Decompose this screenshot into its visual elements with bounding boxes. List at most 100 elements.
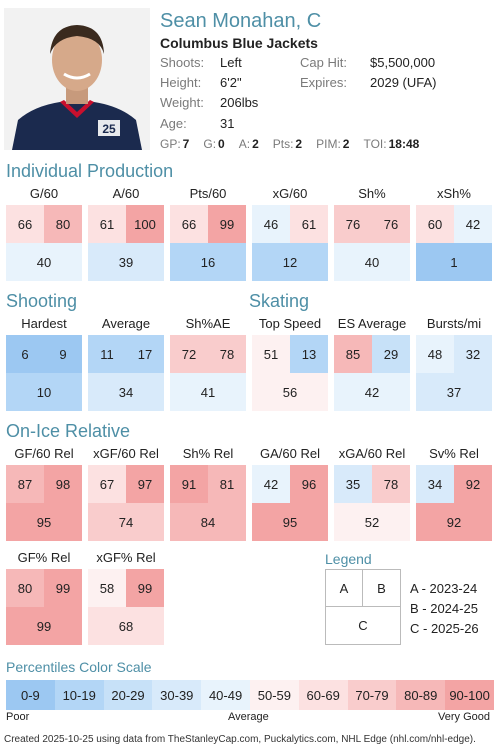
metric-cell-c: 56 <box>252 373 328 411</box>
metric-cell-a: 91 <box>170 465 208 503</box>
cap-hit-info: Cap Hit: <box>300 55 347 70</box>
metric-cell-c: 52 <box>334 503 410 541</box>
metric-cells: 35 78 52 <box>334 465 410 541</box>
scale-bin: 40-49 <box>201 680 250 710</box>
metric-cell-a: 35 <box>334 465 372 503</box>
metric-cells: 42 96 95 <box>252 465 328 541</box>
metric-cell-c: 68 <box>88 607 164 645</box>
season-stat-item: GP: 7 <box>160 137 189 151</box>
section-shooting: Shooting <box>6 291 78 311</box>
metric-cell-c: 95 <box>252 503 328 541</box>
metric-cells: 66 99 16 <box>170 205 246 281</box>
metric-cell-b: 76 <box>372 205 410 243</box>
metric-cells: 51 13 56 <box>252 335 328 411</box>
scale-average-label: Average <box>228 711 269 723</box>
metric-cell-a: 76 <box>334 205 372 243</box>
metric-label: Sv% Rel <box>429 446 479 461</box>
metric-label: Pts/60 <box>189 186 227 201</box>
metric-cell-b: 99 <box>208 205 246 243</box>
scale-bin: 70-79 <box>347 680 397 710</box>
metric-label: ES Average <box>337 316 407 331</box>
metric-cell-b: 61 <box>290 205 328 243</box>
metric-label: Sh% Rel <box>182 446 234 461</box>
metric-cell-a: 85 <box>334 335 372 373</box>
section-skating: Skating <box>249 291 310 311</box>
season-stat-item: G: 0 <box>203 137 224 151</box>
height-info: Height: <box>160 75 202 90</box>
scale-bin: 30-39 <box>152 680 202 710</box>
footer-credits: Created 2025-10-25 using data from TheSt… <box>4 734 476 745</box>
legend-c-text: C - 2025-26 <box>410 621 479 636</box>
legend-b-text: B - 2024-25 <box>410 601 478 616</box>
metric-cell-a: 34 <box>416 465 454 503</box>
legend-cell-c: C <box>358 618 368 633</box>
season-stat-item: A: 2 <box>239 137 259 151</box>
metric-cell-c: 12 <box>252 243 328 281</box>
metric-cell-b: 17 <box>126 335 164 373</box>
metric-cell-a: 67 <box>88 465 126 503</box>
metric-cells: 85 29 42 <box>334 335 410 411</box>
season-stat-label: G: <box>203 137 217 151</box>
section-individual-production: Individual Production <box>6 161 174 181</box>
metric-cell-a: 42 <box>252 465 290 503</box>
metric-cells: 87 98 95 <box>6 465 82 541</box>
scale-very-good-label: Very Good <box>438 711 490 723</box>
metric-cells: 66 80 40 <box>6 205 82 281</box>
metric-label: Hardest <box>21 316 67 331</box>
scale-title: Percentiles Color Scale <box>6 659 152 675</box>
metric-cell-c: 1 <box>416 243 492 281</box>
metric-label: xSh% <box>437 186 471 201</box>
metric-cell-b: 42 <box>454 205 492 243</box>
season-stat-item: PIM: 2 <box>316 137 349 151</box>
metric-cell-c: 84 <box>170 503 246 541</box>
metric-cells: 72 78 41 <box>170 335 246 411</box>
height-value: 6'2" <box>220 75 242 90</box>
legend-cell-b: B <box>363 570 400 607</box>
weight-info: Weight: <box>160 95 204 110</box>
season-stat-value: 7 <box>182 137 190 151</box>
season-stat-label: PIM: <box>316 137 341 151</box>
scale-bin: 60-69 <box>298 680 348 710</box>
metric-cell-a: 6 <box>6 335 44 373</box>
metric-cells: 58 99 68 <box>88 569 164 645</box>
metric-cells: 11 17 34 <box>88 335 164 411</box>
metric-cells: 48 32 37 <box>416 335 492 411</box>
svg-text:25: 25 <box>102 122 116 136</box>
metric-cell-b: 97 <box>126 465 164 503</box>
metric-cell-c: 95 <box>6 503 82 541</box>
metric-cell-a: 66 <box>170 205 208 243</box>
metric-cells: 6 9 10 <box>6 335 82 411</box>
metric-cells: 34 92 92 <box>416 465 492 541</box>
metric-label: xG/60 <box>272 186 308 201</box>
metric-cell-b: 78 <box>208 335 246 373</box>
metric-cell-b: 98 <box>44 465 82 503</box>
weight-value: 206lbs <box>220 95 259 110</box>
metric-cells: 46 61 12 <box>252 205 328 281</box>
scale-bin: 80-89 <box>396 680 446 710</box>
season-stat-label: GP: <box>160 137 181 151</box>
metric-cell-c: 10 <box>6 373 82 411</box>
metric-cell-a: 87 <box>6 465 44 503</box>
metric-cells: 60 42 1 <box>416 205 492 281</box>
season-stat-item: TOI: 18:48 <box>363 137 419 151</box>
team-name: Columbus Blue Jackets <box>160 35 318 51</box>
season-stat-label: TOI: <box>363 137 387 151</box>
metric-label: xGF/60 Rel <box>93 446 159 461</box>
metric-cell-b: 96 <box>290 465 328 503</box>
metric-cell-a: 60 <box>416 205 454 243</box>
metric-cell-c: 34 <box>88 373 164 411</box>
metric-label: GF/60 Rel <box>14 446 74 461</box>
metric-cell-c: 41 <box>170 373 246 411</box>
scale-bin: 0-9 <box>6 680 55 710</box>
metric-cell-b: 100 <box>126 205 164 243</box>
metric-cell-a: 11 <box>88 335 126 373</box>
metric-label: Sh% <box>358 186 386 201</box>
metric-cell-a: 61 <box>88 205 126 243</box>
player-photo: 25 <box>4 8 150 150</box>
metric-cell-a: 51 <box>252 335 290 373</box>
metric-cell-b: 99 <box>44 569 82 607</box>
percentile-color-scale: 0-9 10-19 20-29 30-39 40-49 50-59 60-69 70-79 80… <box>6 680 494 710</box>
metric-cell-b: 80 <box>44 205 82 243</box>
metric-cell-c: 40 <box>6 243 82 281</box>
metric-cell-c: 16 <box>170 243 246 281</box>
